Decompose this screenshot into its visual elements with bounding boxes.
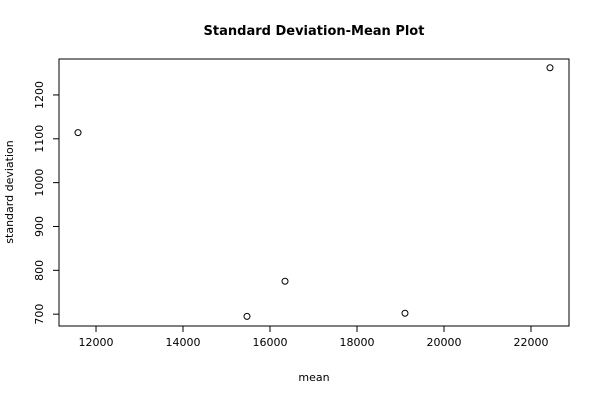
- y-tick-label: 1000: [33, 169, 46, 197]
- plot-frame: [58, 58, 570, 327]
- x-tick-label: 14000: [166, 336, 201, 349]
- y-tick-label: 800: [33, 260, 46, 281]
- x-tick-label: 16000: [253, 336, 288, 349]
- point: [546, 64, 554, 72]
- x-axis-label: mean: [298, 371, 329, 384]
- y-tick-label: 1100: [33, 125, 46, 153]
- x-tick-label: 22000: [513, 336, 548, 349]
- point: [74, 129, 82, 137]
- chart-title: Standard Deviation-Mean Plot: [204, 24, 425, 39]
- y-tick-label: 900: [33, 216, 46, 237]
- point: [243, 312, 251, 320]
- point: [281, 277, 289, 285]
- y-tick-label: 1200: [33, 81, 46, 109]
- point: [401, 309, 409, 317]
- x-tick-label: 12000: [79, 336, 114, 349]
- x-tick-label: 18000: [339, 336, 374, 349]
- y-axis-label: standard deviation: [3, 140, 16, 243]
- x-tick-label: 20000: [426, 336, 461, 349]
- y-tick-label: 700: [33, 304, 46, 325]
